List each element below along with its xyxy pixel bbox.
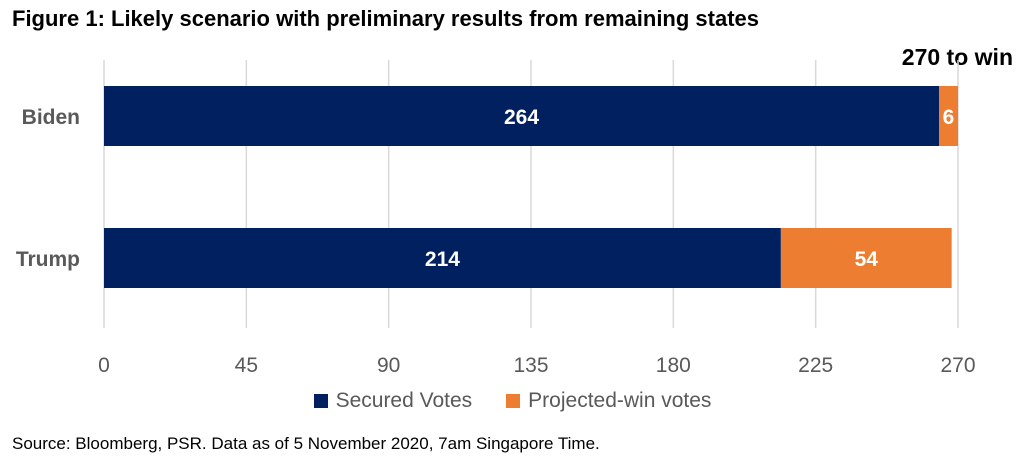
bar-biden-projected [939,86,958,146]
legend-swatch-secured [313,394,328,408]
bar-trump-secured [104,228,781,288]
x-tick-label-225: 225 [798,354,833,377]
legend-item-secured: Secured Votes [313,389,473,413]
bar-chart: 0 45 90 135 180 225 270 Biden Trump 264 6 214 54 [16,60,976,377]
x-tick-label-90: 90 [377,354,400,377]
x-tick-label-135: 135 [513,354,548,377]
data-label-trump-secured: 214 [425,248,460,271]
source-note: Source: Bloomberg, PSR. Data as of 5 Nov… [12,434,600,453]
x-tick-label-180: 180 [656,354,691,377]
x-tick-label-0: 0 [98,354,110,377]
legend: Secured Votes Projected-win votes [0,389,1025,413]
bar-trump-projected [780,228,952,288]
x-tick-label-45: 45 [235,354,258,377]
data-label-biden-projected: 6 [943,106,955,129]
category-label-trump: Trump [16,248,80,271]
chart-title: Figure 1: Likely scenario with prelimina… [12,6,760,31]
data-label-biden-secured: 264 [504,106,539,129]
data-label-trump-projected: 54 [855,248,879,271]
legend-label-projected: Projected-win votes [528,389,712,412]
x-tick-label-270: 270 [940,354,975,377]
legend-swatch-projected [506,394,521,408]
category-label-biden: Biden [22,106,80,129]
legend-item-projected: Projected-win votes [506,389,711,413]
bar-biden-secured [104,86,940,146]
legend-label-secured: Secured Votes [335,389,473,412]
